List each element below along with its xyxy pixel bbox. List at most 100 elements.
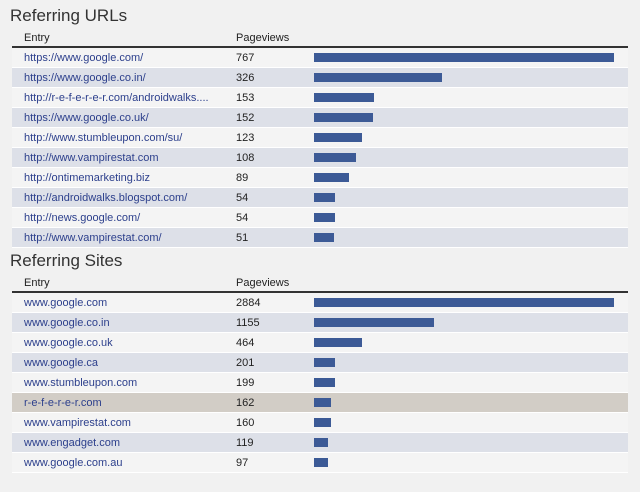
entry-link[interactable]: www.stumbleupon.com [24, 376, 138, 389]
entry-link[interactable]: https://www.google.co.uk/ [24, 111, 149, 124]
entry-cell: www.google.com.au [12, 457, 236, 469]
pageviews-bar [314, 318, 434, 327]
entry-link[interactable]: www.google.co.in [24, 316, 110, 329]
pageviews-value: 326 [236, 71, 255, 84]
pageviews-bar [314, 153, 356, 162]
table-row: www.vampirestat.com 160 [12, 413, 628, 433]
entry-cell: http://www.stumbleupon.com/su/ [12, 132, 236, 144]
entry-cell: http://androidwalks.blogspot.com/ [12, 192, 236, 204]
table-row: www.google.co.uk 464 [12, 333, 628, 353]
entry-link[interactable]: www.vampirestat.com [24, 416, 131, 429]
pageviews-value: 160 [236, 416, 255, 429]
bar-cell [306, 353, 628, 372]
entry-cell: http://www.vampirestat.com/ [12, 232, 236, 244]
pageviews-value: 2884 [236, 296, 261, 309]
entry-cell: www.google.co.uk [12, 337, 236, 349]
pageviews-bar [314, 73, 442, 82]
pageviews-bar [314, 213, 335, 222]
entry-link[interactable]: http://ontimemarketing.biz [24, 171, 150, 184]
table-row: http://www.vampirestat.com 108 [12, 148, 628, 168]
pageviews-value: 123 [236, 131, 255, 144]
entry-link[interactable]: https://www.google.co.in/ [24, 71, 146, 84]
entry-link[interactable]: www.google.ca [24, 356, 98, 369]
referring-urls-table: Entry Pageviews https://www.google.com/7… [12, 27, 628, 248]
table-row: r-e-f-e-r-e-r.com 162 [12, 393, 628, 413]
bar-cell [306, 293, 628, 312]
entry-column-header: Entry [24, 32, 50, 44]
pageviews-value: 464 [236, 336, 255, 349]
pageviews-bar [314, 133, 362, 142]
entry-cell: www.stumbleupon.com [12, 377, 236, 389]
table-row: http://ontimemarketing.biz 89 [12, 168, 628, 188]
bar-cell [306, 313, 628, 332]
pageviews-value: 54 [236, 191, 249, 204]
table-row: www.google.com.au 97 [12, 453, 628, 473]
referring-urls-section: Referring URLs Entry Pageviews https://w… [0, 5, 640, 248]
entry-link[interactable]: www.google.co.uk [24, 336, 113, 349]
table-row: http://www.vampirestat.com/51 [12, 228, 628, 248]
entry-link[interactable]: www.engadget.com [24, 436, 120, 449]
referring-sites-table: Entry Pageviews www.google.com 2884 www.go… [12, 272, 628, 473]
entry-cell: https://www.google.com/ [12, 52, 236, 64]
table-row: https://www.google.co.uk/152 [12, 108, 628, 128]
table-row: https://www.google.co.in/326 [12, 68, 628, 88]
bar-cell [306, 333, 628, 352]
bar-cell [306, 413, 628, 432]
pageviews-column-header: Pageviews [236, 32, 290, 44]
bar-cell [306, 168, 628, 187]
bar-cell [306, 128, 628, 147]
entry-link[interactable]: www.google.com.au [24, 456, 123, 469]
entry-cell: http://www.vampirestat.com [12, 152, 236, 164]
referring-sites-section: Referring Sites Entry Pageviews www.goog… [0, 250, 640, 473]
table-row: http://r-e-f-e-r-e-r.com/androidwalks...… [12, 88, 628, 108]
bar-cell [306, 148, 628, 167]
pageviews-value: 162 [236, 396, 255, 409]
table-row: https://www.google.com/767 [12, 48, 628, 68]
table-row: http://www.stumbleupon.com/su/123 [12, 128, 628, 148]
pageviews-value: 51 [236, 231, 249, 244]
pageviews-column-header: Pageviews [236, 277, 290, 289]
entry-cell: www.google.ca [12, 357, 236, 369]
entry-cell: www.engadget.com [12, 437, 236, 449]
entry-link[interactable]: http://www.vampirestat.com [24, 151, 159, 164]
bar-cell [306, 433, 628, 452]
bar-cell [306, 228, 628, 247]
pageviews-value: 119 [236, 436, 254, 449]
table-row: http://news.google.com/54 [12, 208, 628, 228]
entry-link[interactable]: http://androidwalks.blogspot.com/ [24, 191, 188, 204]
entry-link[interactable]: r-e-f-e-r-e-r.com [24, 396, 102, 409]
pageviews-value: 199 [236, 376, 255, 389]
section-title-referring-urls: Referring URLs [10, 6, 128, 25]
entry-column-header: Entry [24, 277, 50, 289]
pageviews-value: 1155 [236, 316, 260, 329]
pageviews-bar [314, 338, 362, 347]
pageviews-bar [314, 398, 331, 407]
pageviews-bar [314, 298, 614, 307]
table-header: Entry Pageviews [12, 27, 628, 48]
pageviews-bar [314, 193, 335, 202]
bar-cell [306, 68, 628, 87]
entry-cell: www.vampirestat.com [12, 417, 236, 429]
entry-link[interactable]: http://news.google.com/ [24, 211, 141, 224]
bar-cell [306, 373, 628, 392]
entry-cell: http://news.google.com/ [12, 212, 236, 224]
table-row: www.google.ca 201 [12, 353, 628, 373]
pageviews-value: 153 [236, 91, 255, 104]
entry-link[interactable]: http://www.vampirestat.com/ [24, 231, 162, 244]
entry-cell: https://www.google.co.in/ [12, 72, 236, 84]
entry-link[interactable]: www.google.com [24, 296, 108, 309]
pageviews-bar [314, 438, 328, 447]
bar-cell [306, 48, 628, 67]
pageviews-bar [314, 458, 328, 467]
table-row: www.google.com 2884 [12, 293, 628, 313]
entry-cell: https://www.google.co.uk/ [12, 112, 236, 124]
pageviews-bar [314, 378, 335, 387]
table-row: www.stumbleupon.com 199 [12, 373, 628, 393]
entry-link[interactable]: https://www.google.com/ [24, 51, 144, 64]
entry-link[interactable]: http://www.stumbleupon.com/su/ [24, 131, 183, 144]
bar-cell [306, 393, 628, 412]
pageviews-value: 201 [236, 356, 255, 369]
pageviews-value: 108 [236, 151, 255, 164]
entry-link[interactable]: http://r-e-f-e-r-e-r.com/androidwalks...… [24, 91, 209, 104]
pageviews-bar [314, 418, 331, 427]
